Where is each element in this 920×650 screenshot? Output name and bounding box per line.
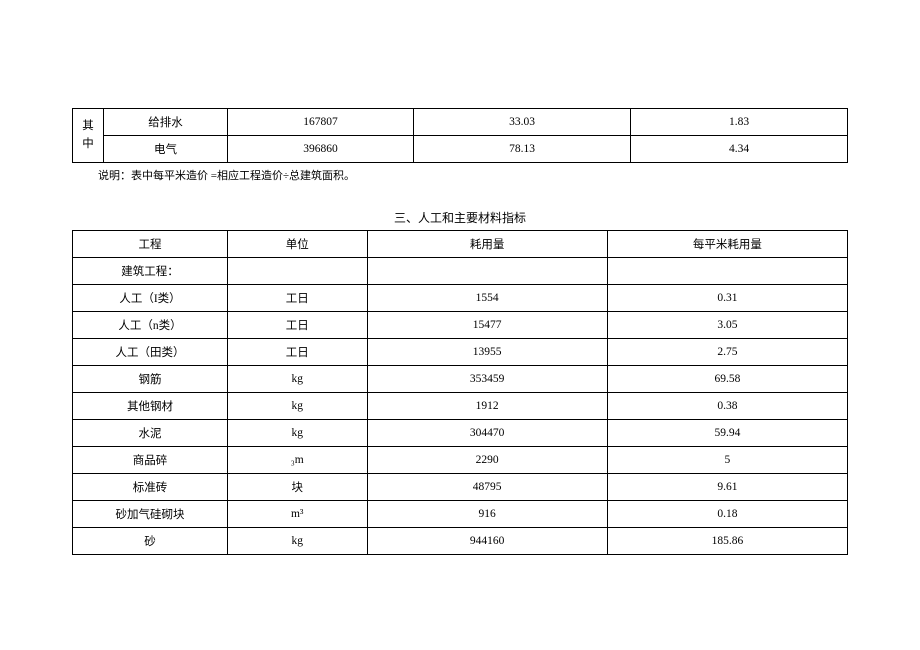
cell-per: 0.31	[607, 285, 847, 312]
cell-unit: 工日	[228, 339, 368, 366]
table-row: 人工（田类） 工日 13955 2.75	[73, 339, 848, 366]
table-row: 建筑工程：	[73, 258, 848, 285]
cell-per: 3.05	[607, 312, 847, 339]
table-header-row: 工程 单位 耗用量 每平米耗用量	[73, 231, 848, 258]
cell-qty: 13955	[367, 339, 607, 366]
cell-per	[607, 258, 847, 285]
table-row: 商品碎 ₃m 2290 5	[73, 447, 848, 474]
cell-name: 给排水	[104, 109, 228, 136]
th-qty: 耗用量	[367, 231, 607, 258]
cell-name: 人工（I类）	[73, 285, 228, 312]
cell-unit	[228, 258, 368, 285]
cell-unit: kg	[228, 528, 368, 555]
group-label-cell: 其 中	[73, 109, 104, 163]
cell-v1: 396860	[228, 136, 414, 163]
table-row: 水泥 kg 304470 59.94	[73, 420, 848, 447]
cell-name: 钢筋	[73, 366, 228, 393]
table-row: 钢筋 kg 353459 69.58	[73, 366, 848, 393]
table-row: 标准砖 块 48795 9.61	[73, 474, 848, 501]
cell-qty: 2290	[367, 447, 607, 474]
cell-qty: 916	[367, 501, 607, 528]
cell-qty: 353459	[367, 366, 607, 393]
group-label-1: 其	[82, 120, 94, 132]
cell-unit: kg	[228, 420, 368, 447]
cell-name: 其他钢材	[73, 393, 228, 420]
cell-qty: 1912	[367, 393, 607, 420]
table-row: 其他钢材 kg 1912 0.38	[73, 393, 848, 420]
cell-unit: 块	[228, 474, 368, 501]
cell-per: 0.18	[607, 501, 847, 528]
group-label-2: 中	[82, 138, 94, 150]
table-row: 砂 kg 944160 185.86	[73, 528, 848, 555]
cell-unit: 工日	[228, 285, 368, 312]
cell-unit: 工日	[228, 312, 368, 339]
table-row: 人工（n类） 工日 15477 3.05	[73, 312, 848, 339]
cell-per: 9.61	[607, 474, 847, 501]
th-per: 每平米耗用量	[607, 231, 847, 258]
cell-name: 电气	[104, 136, 228, 163]
cell-name: 水泥	[73, 420, 228, 447]
cell-name: 建筑工程：	[73, 258, 228, 285]
cell-v3: 1.83	[631, 109, 848, 136]
cost-subtable: 其 中 给排水 167807 33.03 1.83 电气 396860 78.1…	[72, 108, 848, 163]
cell-qty: 304470	[367, 420, 607, 447]
cell-per: 0.38	[607, 393, 847, 420]
th-unit: 单位	[228, 231, 368, 258]
cell-v2: 33.03	[414, 109, 631, 136]
cell-name: 商品碎	[73, 447, 228, 474]
table-row: 砂加气硅砌块 m³ 916 0.18	[73, 501, 848, 528]
cell-name: 标准砖	[73, 474, 228, 501]
cell-per: 5	[607, 447, 847, 474]
cell-qty	[367, 258, 607, 285]
table-row: 电气 396860 78.13 4.34	[73, 136, 848, 163]
cell-per: 69.58	[607, 366, 847, 393]
table-note: 说明：表中每平米造价 =相应工程造价÷总建筑面积。	[98, 167, 848, 183]
cell-v2: 78.13	[414, 136, 631, 163]
cell-v3: 4.34	[631, 136, 848, 163]
cell-name: 人工（n类）	[73, 312, 228, 339]
cell-qty: 48795	[367, 474, 607, 501]
cell-v1: 167807	[228, 109, 414, 136]
table-row: 人工（I类） 工日 1554 0.31	[73, 285, 848, 312]
th-project: 工程	[73, 231, 228, 258]
cell-name: 砂加气硅砌块	[73, 501, 228, 528]
cell-name: 砂	[73, 528, 228, 555]
cell-per: 2.75	[607, 339, 847, 366]
cell-unit: ₃m	[228, 447, 368, 474]
cell-per: 59.94	[607, 420, 847, 447]
table-row: 其 中 给排水 167807 33.03 1.83	[73, 109, 848, 136]
cell-qty: 1554	[367, 285, 607, 312]
section-title: 三、人工和主要材料指标	[72, 209, 848, 226]
cell-per: 185.86	[607, 528, 847, 555]
cell-unit: kg	[228, 366, 368, 393]
cell-unit: m³	[228, 501, 368, 528]
materials-table: 工程 单位 耗用量 每平米耗用量 建筑工程： 人工（I类） 工日 1554 0.…	[72, 230, 848, 555]
cell-qty: 944160	[367, 528, 607, 555]
cell-name: 人工（田类）	[73, 339, 228, 366]
cell-unit: kg	[228, 393, 368, 420]
cell-qty: 15477	[367, 312, 607, 339]
